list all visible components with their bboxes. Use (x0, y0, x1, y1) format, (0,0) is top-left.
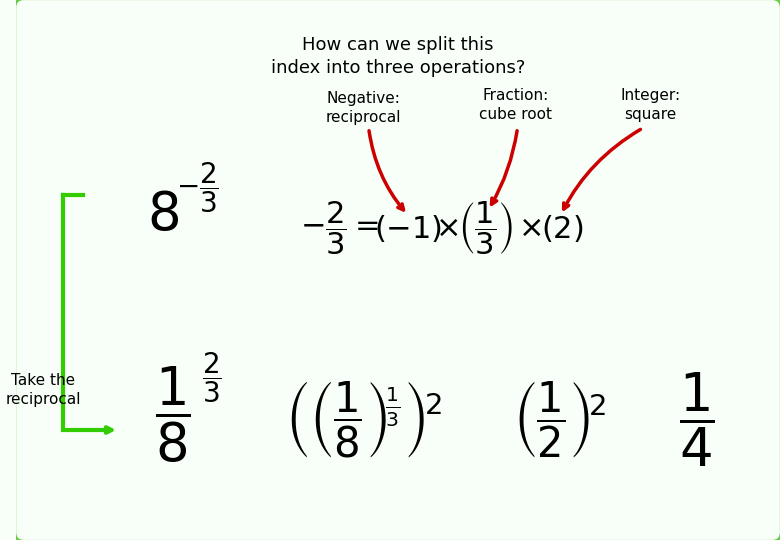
Text: Fraction:
cube root: Fraction: cube root (479, 87, 552, 123)
Text: $(2)$: $(2)$ (541, 213, 584, 244)
Text: How can we split this: How can we split this (303, 36, 494, 54)
Text: $-\dfrac{2}{3}$: $-\dfrac{2}{3}$ (176, 161, 218, 215)
Text: Take the
reciprocal: Take the reciprocal (5, 373, 81, 407)
FancyBboxPatch shape (14, 0, 780, 540)
Text: Negative:
reciprocal: Negative: reciprocal (326, 91, 402, 125)
Text: index into three operations?: index into three operations? (271, 59, 525, 77)
Text: $8$: $8$ (147, 189, 179, 241)
Text: $\times$: $\times$ (518, 213, 541, 242)
Text: $(-1)$: $(-1)$ (374, 213, 442, 244)
Text: $\left(\left(\dfrac{1}{8}\right)^{\!\frac{1}{3}}\right)^{\!2}$: $\left(\left(\dfrac{1}{8}\right)^{\!\fra… (285, 380, 442, 460)
Text: $\dfrac{2}{3}$: $\dfrac{2}{3}$ (202, 350, 222, 406)
Text: $\dfrac{1}{8}$: $\dfrac{1}{8}$ (155, 364, 190, 465)
Text: $\left(\dfrac{1}{3}\right)$: $\left(\dfrac{1}{3}\right)$ (459, 199, 514, 257)
Text: $\dfrac{1}{4}$: $\dfrac{1}{4}$ (679, 371, 714, 469)
Text: Integer:
square: Integer: square (621, 87, 681, 123)
Text: $-\dfrac{2}{3}=$: $-\dfrac{2}{3}=$ (300, 199, 379, 257)
Text: $\left(\dfrac{1}{2}\right)^{\!2}$: $\left(\dfrac{1}{2}\right)^{\!2}$ (512, 380, 606, 461)
Text: $\times$: $\times$ (435, 213, 459, 242)
